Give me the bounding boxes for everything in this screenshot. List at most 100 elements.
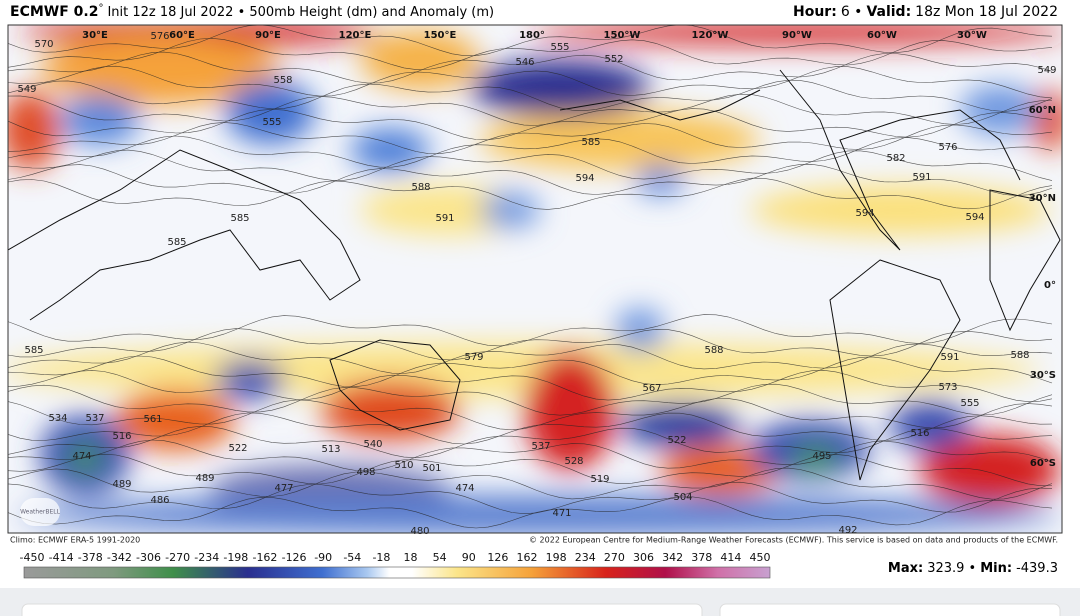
colorbar-tick: 306	[633, 551, 654, 564]
contour-line	[8, 496, 1053, 529]
contour-line	[8, 163, 1053, 196]
colorbar-tick: -234	[194, 551, 219, 564]
contour-line	[8, 122, 1053, 155]
contour-label: 537	[85, 413, 104, 424]
contour-label: 573	[938, 382, 957, 393]
contour-label: 549	[1037, 65, 1056, 76]
map	[8, 25, 1062, 533]
contour-label: 570	[34, 39, 53, 50]
contour-label: 522	[667, 435, 686, 446]
contour-label: 594	[965, 212, 984, 223]
contour-label: 585	[167, 237, 186, 248]
colorbar-tick: -414	[49, 551, 74, 564]
anomaly-blob	[635, 165, 685, 195]
anomaly-blob	[615, 308, 665, 352]
contour-label: 516	[112, 431, 131, 442]
contour-line	[8, 481, 1053, 515]
contour-label: 588	[704, 345, 723, 356]
hour: 6 •	[841, 4, 863, 20]
contour-label: 594	[855, 208, 874, 219]
colorbar-tick: -270	[165, 551, 190, 564]
colorbar-tick: 234	[575, 551, 596, 564]
contour-label: 489	[112, 479, 131, 490]
lat-label: 60°N	[1029, 105, 1056, 116]
colorbar-tick: 270	[604, 551, 625, 564]
contour-label: 567	[642, 383, 661, 394]
colorbar-tick: 54	[433, 551, 447, 564]
lon-label: 150°W	[604, 30, 641, 41]
colorbar-tick: 198	[546, 551, 567, 564]
header-left: ECMWF 0.2° Init 12z 18 Jul 2022 • 500mb H…	[10, 3, 494, 20]
colorbar-tick: 18	[404, 551, 418, 564]
lon-label: 60°W	[867, 30, 897, 41]
colorbar-tick: -54	[343, 551, 361, 564]
colorbar-tick: -90	[314, 551, 332, 564]
anomaly-blob	[660, 445, 780, 495]
contour-line	[8, 93, 1053, 126]
contour-line	[8, 328, 1053, 361]
colorbar-tick: 126	[487, 551, 508, 564]
lon-label: 90°W	[782, 30, 812, 41]
contour-line	[8, 439, 1053, 472]
valid: 18z Mon 18 Jul 2022	[915, 4, 1058, 20]
contour-label: 555	[960, 398, 979, 409]
anomaly-blob	[480, 192, 540, 228]
anomaly-blob	[750, 185, 1050, 235]
contour-label: 561	[143, 414, 162, 425]
hour-label: Hour:	[793, 4, 837, 20]
lon-label: 30°W	[957, 30, 987, 41]
contour-label: 588	[411, 182, 430, 193]
colorbar-tick: 90	[462, 551, 476, 564]
colorbar-tick: -126	[282, 551, 307, 564]
contour-label: 585	[581, 137, 600, 148]
contour-label: 591	[912, 172, 931, 183]
contour-line	[8, 51, 1053, 84]
valid-label: Valid:	[866, 4, 911, 20]
contour-label: 474	[455, 483, 474, 494]
colorbar-tick: 450	[750, 551, 771, 564]
contour-label: 486	[150, 495, 169, 506]
anomaly-blob	[60, 95, 140, 145]
anomaly-blob	[8, 90, 60, 170]
max-min: Max: 323.9 • Min: -439.3	[888, 561, 1058, 576]
watermark: WeatherBELL	[20, 509, 61, 516]
colorbar-tick: -450	[20, 551, 45, 564]
anomaly-blob	[40, 35, 280, 105]
anomaly-blob	[67, 444, 103, 472]
contour-line	[8, 135, 1053, 168]
lon-label: 60°E	[169, 30, 195, 41]
anomaly-blob	[620, 403, 740, 447]
contour-label: 546	[515, 57, 534, 68]
contour-label: 591	[940, 352, 959, 363]
copyright: © 2022 European Centre for Medium-Range …	[529, 536, 1058, 545]
contour-line	[8, 398, 1053, 431]
contour-line	[8, 37, 1053, 70]
lat-label: 30°N	[1029, 193, 1056, 204]
contour-label: 501	[422, 463, 441, 474]
contour-label: 540	[363, 439, 382, 450]
lon-label: 120°W	[692, 30, 729, 41]
contour-label: 555	[262, 117, 281, 128]
anomaly-blob	[480, 110, 760, 170]
contour-line	[8, 79, 1053, 112]
contour-label: 519	[590, 474, 609, 485]
anomaly-blob	[530, 25, 1062, 44]
contour-line	[8, 314, 1053, 347]
colorbar	[23, 566, 771, 579]
contour-line	[8, 177, 1053, 210]
colorbar-tick: 162	[517, 551, 538, 564]
anomaly-blob	[8, 342, 1040, 398]
contour-label: 510	[394, 460, 413, 471]
contour-label: 582	[886, 153, 905, 164]
lat-label: 0°	[1044, 280, 1056, 291]
contour-label: 513	[321, 444, 340, 455]
contour-line	[8, 425, 1053, 459]
anomaly-blob	[350, 128, 430, 172]
contour-line	[8, 453, 1053, 487]
contour-line	[8, 467, 1053, 500]
lon-label: 180°	[519, 30, 545, 41]
contour-label: 471	[552, 508, 571, 519]
contour-line	[8, 369, 1053, 403]
lon-label: 150°E	[424, 30, 457, 41]
